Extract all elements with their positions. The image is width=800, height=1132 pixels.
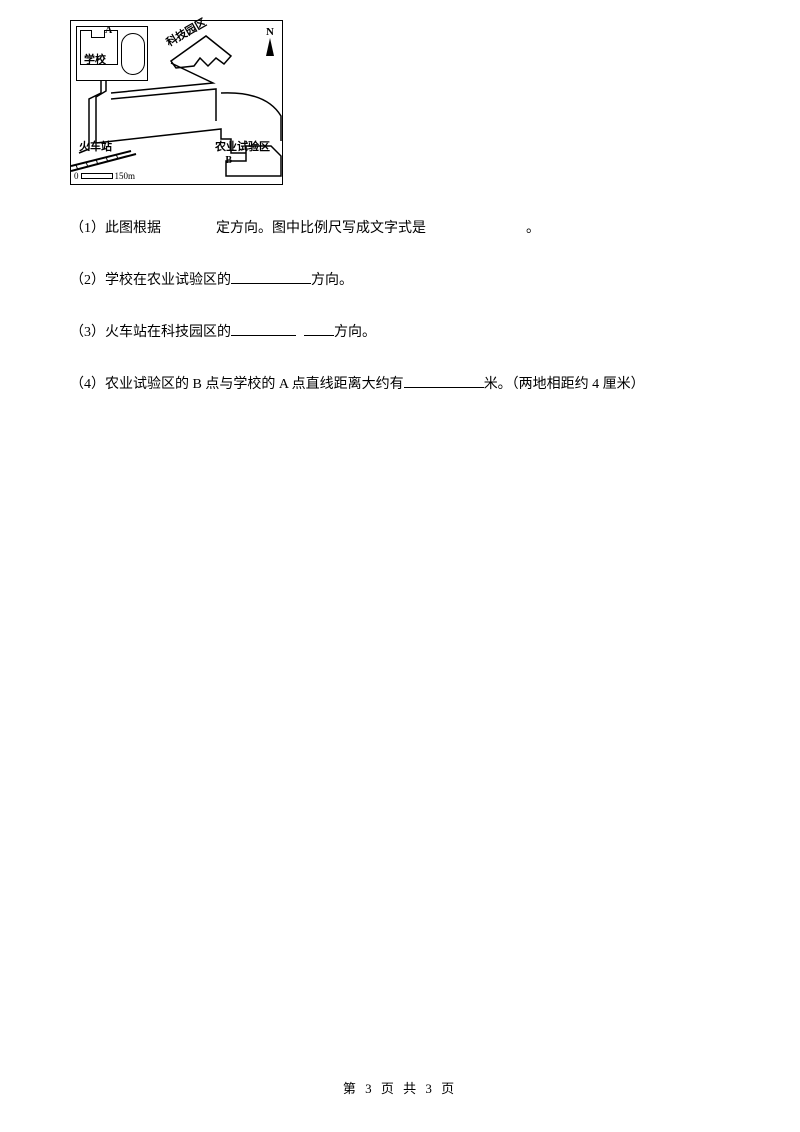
q2-blank: [231, 270, 311, 284]
question-2: （2）学校在农业试验区的 方向。: [70, 267, 730, 295]
q1-prefix: （1）此图根据: [70, 221, 161, 236]
page-footer: 第 3 页 共 3 页: [0, 1078, 800, 1097]
agri-zone-label: 农业试验区: [215, 138, 270, 154]
q4-blank: [404, 374, 484, 388]
q2-end: 方向。: [311, 273, 353, 288]
footer-text: 第 3 页 共 3 页: [343, 1081, 457, 1096]
q3-blank-2: [304, 322, 334, 336]
q3-prefix: （3）火车站在科技园区的: [70, 325, 231, 340]
scale-distance: 150m: [115, 171, 136, 181]
q1-end: 。: [526, 221, 540, 236]
scale-rect: [81, 173, 113, 179]
q3-end: 方向。: [334, 325, 376, 340]
scale-bar: 0 150m: [74, 171, 135, 181]
q3-blank-1: [231, 322, 296, 336]
q2-prefix: （2）学校在农业试验区的: [70, 273, 231, 288]
q1-mid: 定方向。图中比例尺写成文字式是: [216, 221, 426, 236]
map-figure: A 学校 科技园区 N 火车站 农业试验区 B 0 150m: [70, 20, 283, 185]
q4-prefix: （4）农业试验区的 B 点与学校的 A 点直线距离大约有: [70, 377, 404, 392]
question-1: （1）此图根据 定方向。图中比例尺写成文字式是 。: [70, 215, 730, 243]
question-3: （3）火车站在科技园区的 方向。: [70, 319, 730, 347]
question-4: （4）农业试验区的 B 点与学校的 A 点直线距离大约有 米。（两地相距约 4 厘…: [70, 371, 730, 399]
scale-zero: 0: [74, 171, 79, 181]
train-station-label: 火车站: [79, 138, 112, 154]
roads-svg: [71, 21, 284, 186]
q4-end: 米。（两地相距约 4 厘米）: [484, 377, 645, 392]
point-b-label: B: [225, 155, 232, 166]
